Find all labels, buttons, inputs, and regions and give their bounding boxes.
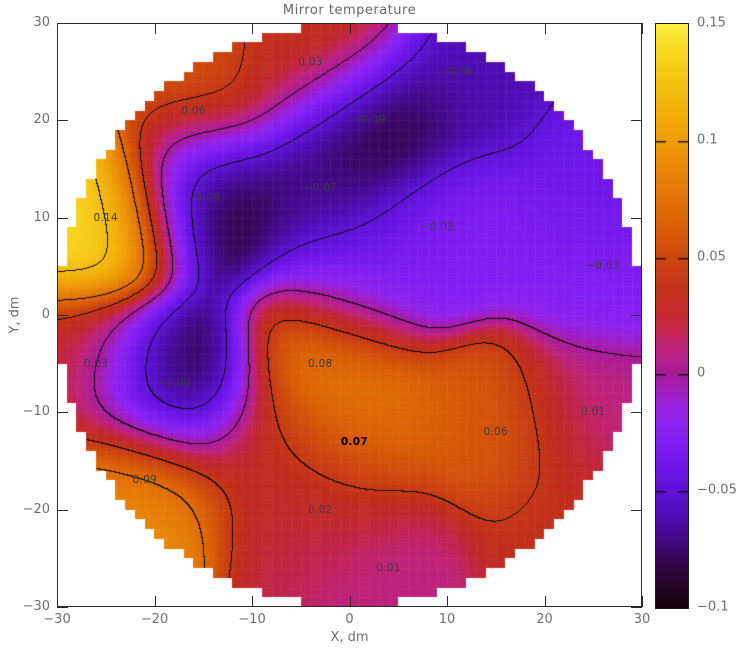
value-annotation: −0.09 [352, 114, 386, 127]
x-tick-label: −30 [43, 612, 71, 627]
x-axis-tick [642, 23, 643, 34]
chart-title: Mirror temperature [282, 3, 417, 18]
x-tick-label: 10 [438, 612, 456, 627]
y-axis-tick [631, 412, 642, 413]
x-axis-tick [252, 23, 253, 34]
value-annotation: 0.02 [307, 503, 333, 516]
value-annotation: 0.03 [298, 55, 323, 68]
x-tick-label: −20 [140, 612, 169, 627]
x-axis-tick [350, 23, 351, 34]
y-axis-tick [631, 315, 642, 316]
value-annotation: 0.06 [483, 425, 509, 438]
plot-area: 0.03 −0.06 0.06 −0.09 −0.07 −0.09 0.14 −0.03 −0.… [57, 23, 643, 608]
x-tick-label: 0 [345, 612, 354, 627]
value-annotation: 0.14 [93, 211, 119, 224]
value-annotation: 0.06 [181, 104, 206, 117]
value-annotation-bold: 0.07 [340, 435, 368, 448]
value-annotation: −0.09 [157, 377, 191, 390]
colorbar-canvas [656, 24, 688, 608]
y-axis-tick [631, 218, 642, 219]
y-tick-label: 0 [41, 307, 50, 322]
colorbar-tick-label: 0.15 [697, 15, 726, 31]
x-axis-tick [57, 23, 58, 34]
y-axis-tick [57, 412, 68, 413]
y-axis-tick [57, 510, 68, 511]
x-axis-tick [350, 596, 351, 607]
x-axis-tick [155, 23, 156, 34]
y-tick-label: 30 [33, 15, 50, 30]
colorbar-tick-label: 0.1 [697, 132, 718, 148]
value-annotation: 0.08 [307, 357, 333, 370]
colorbar-tick-label: −0.1 [697, 599, 729, 615]
value-annotation: −0.03 [586, 260, 620, 273]
value-annotation: −0.03 [420, 221, 455, 234]
colorbar-tick-label: 0.05 [697, 249, 726, 265]
x-axis-tick [252, 596, 253, 607]
x-axis-tick [447, 23, 448, 34]
y-tick-label: −20 [22, 501, 50, 517]
y-axis-tick [631, 23, 642, 24]
value-annotation: 0.01 [376, 562, 401, 575]
value-annotation: −0.06 [439, 65, 474, 78]
x-tick-label: −10 [238, 612, 266, 627]
x-axis-tick [545, 596, 546, 607]
y-axis-tick [631, 120, 642, 121]
value-annotation: 0.09 [132, 474, 158, 487]
y-axis-tick [631, 510, 642, 511]
x-axis-tick [545, 23, 546, 34]
value-annotation: −0.07 [303, 182, 338, 195]
x-axis-tick [642, 596, 643, 607]
value-annotation: 0.01 [580, 406, 606, 419]
y-tick-label: −10 [22, 404, 50, 420]
x-axis-tick [155, 596, 156, 607]
y-axis-tick [57, 315, 68, 316]
x-axis-title: X, dm [330, 630, 369, 645]
value-annotation: 0.03 [83, 357, 109, 370]
heatmap-canvas [57, 23, 642, 607]
colorbar [655, 23, 689, 609]
x-axis-tick [57, 596, 58, 607]
y-axis-title: Y, dm [7, 296, 23, 334]
y-axis-tick [57, 607, 68, 608]
y-tick-label: 20 [33, 112, 50, 128]
colorbar-tick-label: 0 [697, 365, 706, 381]
y-axis-tick [631, 607, 642, 608]
x-tick-label: 20 [536, 612, 553, 627]
y-tick-label: 10 [33, 209, 50, 225]
x-axis-tick [447, 596, 448, 607]
y-tick-label: −30 [22, 599, 50, 614]
colorbar-tick-label: −0.05 [697, 482, 737, 498]
value-annotation: −0.09 [186, 192, 221, 205]
y-axis-tick [57, 23, 68, 24]
x-tick-label: 30 [633, 612, 651, 627]
y-axis-tick [57, 120, 68, 121]
y-axis-tick [57, 218, 68, 219]
